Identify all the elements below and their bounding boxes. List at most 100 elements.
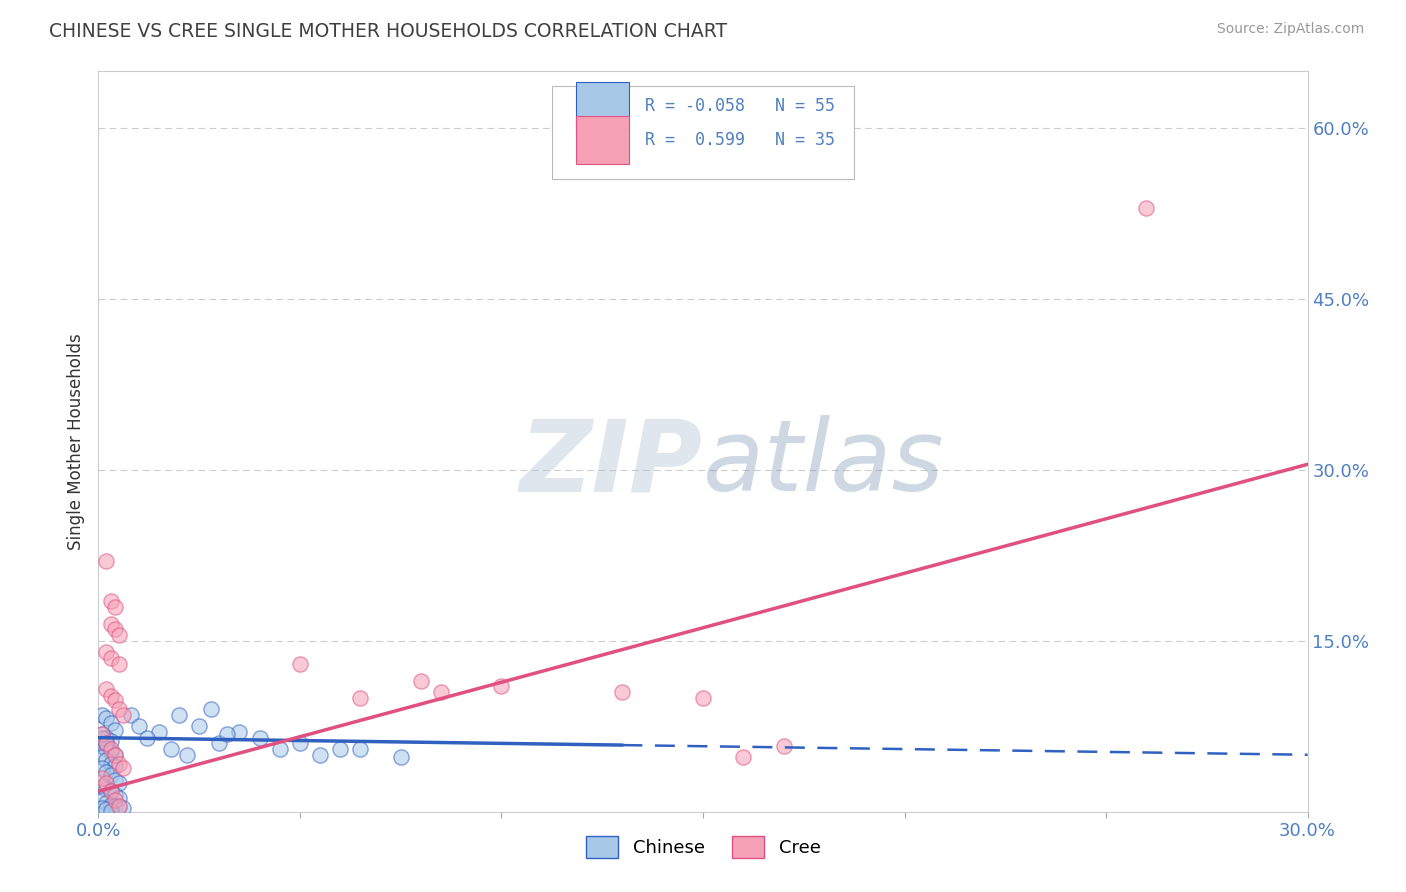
Point: [103, 747, 125, 762]
Point: [103, 723, 125, 737]
FancyBboxPatch shape: [576, 81, 630, 130]
Text: R =  0.599   N = 35: R = 0.599 N = 35: [645, 131, 835, 149]
Point: [100, 651, 122, 665]
Point: [430, 685, 453, 699]
Point: [91, 727, 114, 741]
Point: [103, 793, 125, 807]
Point: [91, 731, 114, 745]
Point: [100, 768, 122, 782]
Point: [160, 742, 183, 756]
Legend: Chinese, Cree: Chinese, Cree: [578, 830, 828, 865]
Point: [111, 707, 134, 722]
Point: [100, 715, 122, 730]
Point: [96, 754, 118, 768]
Point: [107, 756, 129, 771]
Point: [96, 802, 118, 816]
Point: [103, 693, 125, 707]
Point: [91, 793, 114, 807]
Point: [111, 761, 134, 775]
Point: [200, 702, 222, 716]
Point: [217, 727, 239, 741]
Point: [772, 739, 794, 753]
Point: [249, 731, 271, 745]
Point: [100, 734, 122, 748]
Point: [208, 736, 231, 750]
Point: [103, 747, 125, 762]
Point: [103, 788, 125, 802]
Point: [91, 707, 114, 722]
Text: CHINESE VS CREE SINGLE MOTHER HOUSEHOLDS CORRELATION CHART: CHINESE VS CREE SINGLE MOTHER HOUSEHOLDS…: [49, 22, 727, 41]
Point: [692, 690, 714, 705]
Point: [91, 750, 114, 764]
Point: [329, 742, 352, 756]
Point: [111, 801, 134, 815]
Point: [96, 776, 118, 790]
Point: [100, 784, 122, 798]
Point: [91, 801, 114, 815]
Point: [100, 746, 122, 760]
Point: [269, 742, 291, 756]
Point: [389, 750, 412, 764]
Point: [491, 680, 513, 694]
Point: [100, 616, 122, 631]
Point: [228, 725, 250, 739]
Point: [100, 804, 122, 818]
Point: [107, 702, 129, 716]
Point: [103, 772, 125, 787]
Point: [128, 719, 150, 733]
Point: [96, 554, 118, 568]
Point: [100, 756, 122, 771]
Point: [409, 673, 432, 688]
Point: [733, 750, 755, 764]
Point: [107, 800, 129, 814]
Text: Source: ZipAtlas.com: Source: ZipAtlas.com: [1216, 22, 1364, 37]
Point: [96, 736, 118, 750]
Point: [103, 759, 125, 773]
Point: [167, 707, 190, 722]
Text: ZIP: ZIP: [520, 416, 703, 512]
Point: [107, 791, 129, 805]
Point: [176, 747, 198, 762]
Point: [288, 657, 311, 671]
Point: [96, 781, 118, 796]
Point: [100, 797, 122, 812]
Point: [309, 747, 332, 762]
Text: atlas: atlas: [703, 416, 945, 512]
Point: [612, 685, 634, 699]
FancyBboxPatch shape: [576, 116, 630, 164]
Point: [100, 742, 122, 756]
Point: [103, 599, 125, 614]
Point: [91, 727, 114, 741]
Point: [96, 736, 118, 750]
FancyBboxPatch shape: [551, 87, 855, 178]
Point: [96, 731, 118, 745]
Point: [96, 645, 118, 659]
Point: [288, 736, 311, 750]
Point: [135, 731, 157, 745]
Point: [100, 594, 122, 608]
Point: [100, 689, 122, 703]
Point: [120, 707, 142, 722]
Point: [91, 761, 114, 775]
Point: [103, 799, 125, 814]
Point: [103, 623, 125, 637]
Point: [96, 742, 118, 756]
Point: [91, 739, 114, 753]
Point: [107, 799, 129, 814]
Point: [1135, 201, 1157, 215]
Point: [349, 742, 371, 756]
Text: R = -0.058   N = 55: R = -0.058 N = 55: [645, 97, 835, 115]
Point: [148, 725, 170, 739]
Point: [91, 771, 114, 785]
Point: [107, 628, 129, 642]
Point: [91, 780, 114, 794]
Point: [107, 776, 129, 790]
Point: [96, 796, 118, 810]
Point: [100, 784, 122, 798]
Point: [107, 657, 129, 671]
Point: [349, 690, 371, 705]
Y-axis label: Single Mother Households: Single Mother Households: [66, 334, 84, 549]
Point: [188, 719, 211, 733]
Point: [96, 764, 118, 779]
Point: [96, 711, 118, 725]
